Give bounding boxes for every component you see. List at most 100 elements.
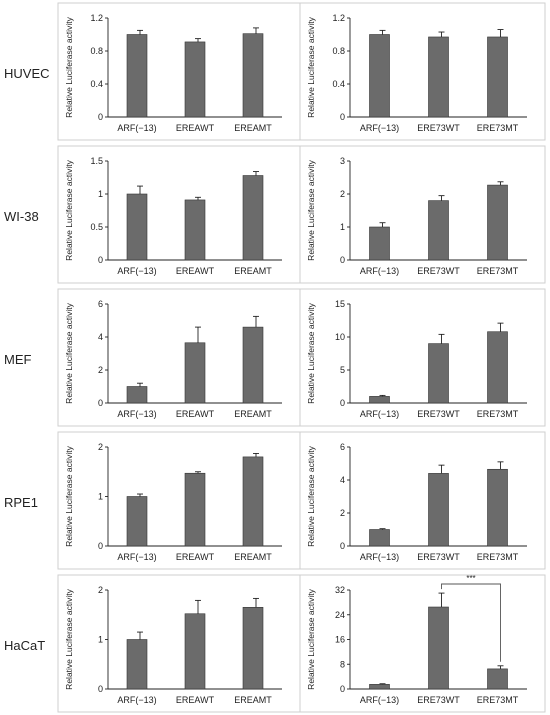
category-label: EREAMT: [234, 123, 272, 133]
bar-arf-13-: [126, 496, 148, 547]
y-tick-label: 0.4: [90, 79, 103, 89]
panel-frame: [57, 431, 301, 570]
category-label: ERE73MT: [477, 266, 519, 276]
y-axis-title: Relative Luciferase activity: [64, 445, 74, 546]
category-label: ARF(−13): [117, 266, 156, 276]
category-label: EREAMT: [234, 552, 272, 562]
row-label: RPE1: [4, 495, 38, 510]
category-label: ERE73WT: [417, 695, 460, 705]
bar-ere73mt: [487, 331, 508, 404]
category-label: EREAWT: [176, 695, 215, 705]
category-label: ARF(−13): [117, 552, 156, 562]
panel-frame: [57, 145, 301, 284]
y-tick-label: 0: [98, 541, 103, 551]
y-axis-title: Relative Luciferase activity: [64, 16, 74, 117]
chart-mef-1: Relative Luciferase activity 0 2 4 6 ARF(−13)…: [57, 288, 301, 427]
bar-ereawt: [184, 41, 206, 118]
y-tick-label: 15: [335, 299, 345, 309]
y-axis-title: Relative Luciferase activity: [64, 588, 74, 689]
y-tick-label: 8: [340, 659, 345, 669]
y-tick-label: 2: [98, 585, 103, 595]
chart-huvec-1: Relative Luciferase activity 0 0.4 0.8 1.2 AR…: [57, 2, 301, 141]
category-label: ARF(−13): [360, 123, 399, 133]
panel-frame: [299, 288, 546, 427]
y-axis-title: Relative Luciferase activity: [64, 159, 74, 260]
bar-ereamt: [242, 607, 264, 690]
y-tick-label: 0: [340, 255, 345, 265]
panel-frame: [57, 574, 301, 713]
chart-rpe1-1: Relative Luciferase activity 0 1 2 ARF(−13) E…: [57, 431, 301, 570]
category-label: EREAWT: [176, 123, 215, 133]
y-tick-label: 1: [340, 222, 345, 232]
bar-arf-13-: [369, 396, 390, 404]
category-label: ARF(−13): [360, 695, 399, 705]
category-label: EREAWT: [176, 409, 215, 419]
row-label: WI-38: [4, 209, 39, 224]
y-tick-label: 0.8: [332, 46, 345, 56]
row-wi-38: WI-38 Relative Luciferase activity 0 0.5 1 1.…: [4, 145, 546, 284]
chart-wi-38-1: Relative Luciferase activity 0 0.5 1 1.5 ARF(…: [57, 145, 301, 284]
y-tick-label: 0: [340, 112, 345, 122]
y-tick-label: 0: [340, 541, 345, 551]
row-label: MEF: [4, 352, 32, 367]
y-axis-title: Relative Luciferase activity: [306, 16, 316, 117]
chart-huvec-2: Relative Luciferase activity 0 0.4 0.8 1.2 AR…: [299, 2, 546, 141]
y-tick-label: 6: [98, 299, 103, 309]
panel-frame: [57, 2, 301, 141]
y-tick-label: 2: [98, 442, 103, 452]
category-label: ARF(−13): [117, 123, 156, 133]
bar-ereawt: [184, 613, 206, 690]
bar-arf-13-: [126, 639, 148, 690]
panel-frame: [299, 145, 546, 284]
y-tick-label: 6: [340, 442, 345, 452]
y-tick-label: 32: [335, 585, 345, 595]
category-label: EREAWT: [176, 552, 215, 562]
category-label: ERE73MT: [477, 409, 519, 419]
y-tick-label: 1: [98, 189, 103, 199]
category-label: EREAMT: [234, 266, 272, 276]
bar-ere73wt: [428, 36, 449, 118]
bar-ereawt: [184, 199, 206, 261]
bar-arf-13-: [126, 34, 148, 118]
row-rpe1: RPE1 Relative Luciferase activity 0 1 2 ARF(−…: [4, 431, 546, 570]
y-tick-label: 3: [340, 156, 345, 166]
bar-arf-13-: [369, 226, 390, 261]
bar-ere73mt: [487, 36, 508, 118]
bar-ereamt: [242, 175, 264, 261]
bar-ere73wt: [428, 473, 449, 547]
bar-ere73mt: [487, 668, 508, 690]
bar-arf-13-: [126, 193, 148, 261]
y-tick-label: 24: [335, 610, 345, 620]
y-tick-label: 2: [340, 189, 345, 199]
chart-hacat-1: Relative Luciferase activity 0 1 2 ARF(−13) E…: [57, 574, 301, 713]
y-tick-label: 0: [98, 112, 103, 122]
y-tick-label: 1: [98, 492, 103, 502]
bar-arf-13-: [126, 386, 148, 404]
panel-frame: [299, 2, 546, 141]
category-label: ERE73WT: [417, 123, 460, 133]
category-label: ERE73MT: [477, 695, 519, 705]
bar-ereamt: [242, 33, 264, 118]
category-label: ERE73WT: [417, 552, 460, 562]
panel-frame: [57, 288, 301, 427]
bar-arf-13-: [369, 34, 390, 118]
category-label: ERE73MT: [477, 552, 519, 562]
panel-frame: [299, 574, 546, 713]
y-axis-title: Relative Luciferase activity: [306, 159, 316, 260]
y-axis-title: Relative Luciferase activity: [306, 302, 316, 403]
significance-bracket: [441, 583, 501, 662]
y-tick-label: 1: [98, 635, 103, 645]
y-axis-title: Relative Luciferase activity: [306, 445, 316, 546]
y-axis-title: Relative Luciferase activity: [64, 302, 74, 403]
y-tick-label: 1.5: [90, 156, 103, 166]
row-label: HUVEC: [4, 66, 50, 81]
bar-arf-13-: [369, 684, 390, 690]
category-label: EREAMT: [234, 409, 272, 419]
category-label: ARF(−13): [117, 409, 156, 419]
y-tick-label: 0.8: [90, 46, 103, 56]
y-tick-label: 0: [98, 398, 103, 408]
bar-ere73wt: [428, 343, 449, 404]
bar-ereamt: [242, 326, 264, 404]
significance-label: ***: [466, 574, 475, 583]
